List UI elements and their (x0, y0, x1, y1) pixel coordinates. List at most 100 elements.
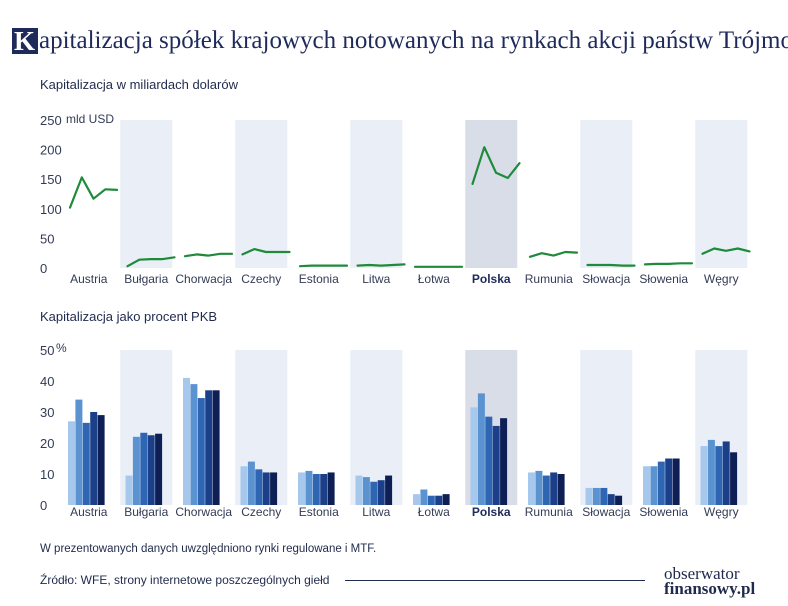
title-initial: K (14, 26, 36, 56)
bar-Łotwa (442, 494, 450, 505)
category-label-1: Polska (472, 505, 511, 519)
category-label-1: Austria (70, 505, 108, 519)
line-series-Estonia (298, 264, 349, 268)
bar-Słowacja (592, 487, 600, 505)
chart-title: apitalizacja spółek krajowych notowanych… (39, 27, 788, 54)
bar-Rumunia (557, 474, 565, 505)
bar-Rumunia (528, 472, 535, 505)
line-series-Bułgaria (126, 256, 176, 268)
bar-Słowacja (607, 494, 615, 505)
bar-Austria (97, 415, 105, 505)
category-label-1: Węgry (704, 505, 739, 519)
category-label-0: Węgry (704, 272, 739, 286)
bar-Polska (477, 393, 485, 505)
y-tick-label-1: 50 (40, 343, 54, 358)
category-band-0 (695, 120, 748, 268)
bar-Litwa (355, 475, 363, 505)
bar-Węgry (715, 446, 723, 505)
bar-Austria (68, 421, 75, 505)
category-label-1: Łotwa (418, 505, 450, 519)
bar-Bułgaria (140, 432, 148, 505)
bar-Chorwacja (183, 377, 190, 505)
bar-Polska (500, 418, 508, 505)
category-label-0: Słowacja (582, 272, 630, 286)
category-label-0: Łotwa (418, 272, 450, 286)
bar-Polska (470, 407, 478, 505)
bar-Bułgaria (155, 433, 163, 505)
line-series-Litwa (356, 263, 406, 267)
bar-Węgry (730, 452, 738, 505)
line-series-Rumunia (528, 250, 579, 258)
category-label-1: Słowacja (582, 505, 630, 519)
bar-Słowenia (643, 466, 650, 505)
bar-Austria (90, 412, 98, 505)
bar-Polska (485, 416, 493, 505)
bar-Słowenia (650, 466, 658, 505)
bar-Rumunia (550, 472, 558, 505)
bar-Łotwa (427, 495, 435, 505)
bar-Łotwa (413, 494, 420, 505)
bar-Słowenia (657, 461, 665, 505)
bar-Czechy (255, 469, 263, 505)
bar-Austria (75, 399, 83, 505)
unit-label-0: mld USD (66, 112, 114, 126)
category-label-1: Litwa (362, 505, 390, 519)
line-series-Słowenia (643, 262, 694, 266)
line-series-Węgry (701, 247, 751, 255)
category-label-1: Estonia (299, 505, 339, 519)
bar-Słowacja (615, 495, 623, 505)
bar-Bułgaria (147, 435, 155, 505)
line-series-Słowacja (586, 263, 636, 267)
category-label-0: Chorwacja (175, 272, 232, 286)
bar-Litwa (370, 481, 378, 505)
category-label-0: Czechy (241, 272, 281, 286)
category-label-0: Słowenia (639, 272, 688, 286)
category-band-1 (580, 350, 633, 505)
bar-Bułgaria (125, 475, 133, 505)
logo-line1: obserwator (664, 564, 740, 583)
bar-Chorwacja (212, 390, 220, 505)
y-tick-label-0: 200 (40, 143, 62, 158)
bar-Litwa (385, 475, 393, 505)
category-label-0: Polska (472, 272, 511, 286)
category-label-1: Czechy (241, 505, 281, 519)
bar-Słowacja (585, 487, 593, 505)
bar-Rumunia (542, 475, 550, 505)
bar-Łotwa (420, 489, 428, 505)
bar-Estonia (312, 474, 320, 505)
footnote: W prezentowanych danych uwzględniono ryn… (40, 543, 377, 555)
source-divider (345, 580, 645, 581)
y-tick-label-1: 40 (40, 374, 54, 389)
y-tick-label-1: 30 (40, 405, 54, 420)
bar-Czechy (240, 466, 248, 505)
category-band-0 (350, 120, 403, 268)
category-label-0: Austria (70, 272, 108, 286)
category-label-1: Rumunia (525, 505, 573, 519)
bar-Estonia (327, 472, 335, 505)
category-band-0 (580, 120, 633, 268)
bar-Estonia (320, 474, 328, 505)
y-tick-label-1: 20 (40, 436, 54, 451)
category-label-0: Estonia (299, 272, 339, 286)
bar-Rumunia (535, 470, 543, 505)
bar-Czechy (262, 472, 270, 505)
line-series-Chorwacja (183, 252, 234, 258)
bar-Czechy (270, 472, 278, 505)
line-series-Austria (68, 176, 119, 209)
category-label-0: Bułgaria (124, 272, 168, 286)
line-series-Polska (471, 146, 521, 185)
category-label-0: Rumunia (525, 272, 573, 286)
category-band-0 (120, 120, 173, 268)
bar-Chorwacja (205, 390, 213, 505)
highlight-band-0 (465, 120, 518, 268)
bar-Węgry (707, 439, 715, 505)
y-tick-label-0: 250 (40, 113, 62, 128)
y-tick-label-1: 0 (40, 498, 47, 513)
category-label-1: Słowenia (639, 505, 688, 519)
y-tick-label-1: 10 (40, 467, 54, 482)
bar-Czechy (247, 461, 255, 505)
y-tick-label-0: 0 (40, 261, 47, 276)
y-tick-label-0: 50 (40, 231, 54, 246)
y-tick-label-0: 150 (40, 172, 62, 187)
line-series-Czechy (241, 248, 291, 256)
